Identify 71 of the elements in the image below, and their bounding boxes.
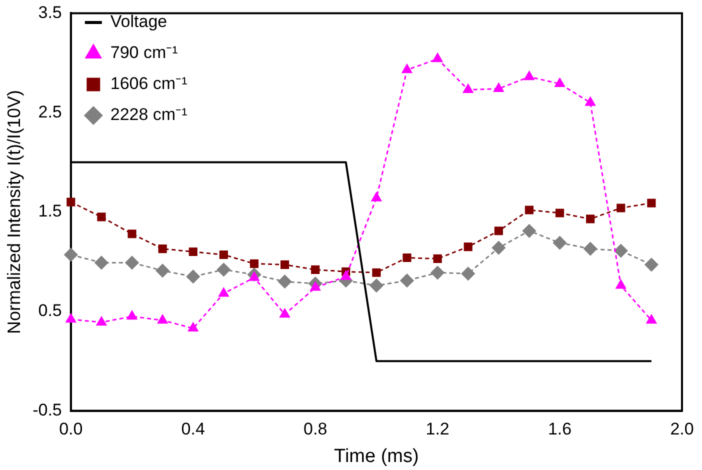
point bbox=[492, 241, 506, 255]
y-tick-label: -0.5 bbox=[32, 400, 62, 420]
point bbox=[554, 78, 565, 88]
point bbox=[647, 198, 656, 208]
point bbox=[64, 248, 78, 262]
point bbox=[280, 308, 290, 318]
point bbox=[402, 64, 412, 74]
point bbox=[311, 265, 320, 274]
x-axis-title: Time (ms) bbox=[334, 446, 419, 467]
point bbox=[586, 214, 595, 224]
point bbox=[128, 230, 136, 238]
legend-label: Voltage bbox=[110, 12, 168, 32]
point bbox=[66, 314, 76, 323]
point bbox=[464, 242, 472, 252]
point bbox=[553, 236, 567, 250]
point bbox=[494, 226, 503, 236]
point bbox=[186, 270, 200, 284]
legend-label: 2228 cm⁻¹ bbox=[110, 105, 188, 124]
point bbox=[158, 244, 167, 254]
y-tick-label: 1.5 bbox=[38, 202, 62, 221]
x-tick-label: 0.8 bbox=[304, 420, 328, 439]
point bbox=[188, 247, 198, 256]
point bbox=[219, 250, 228, 260]
point bbox=[616, 204, 626, 212]
point bbox=[584, 242, 598, 256]
point bbox=[96, 316, 107, 326]
point bbox=[430, 266, 444, 280]
x-tick-label: 0.0 bbox=[59, 420, 83, 439]
point bbox=[156, 264, 170, 278]
point bbox=[463, 84, 474, 93]
y-tick-label: 3.5 bbox=[38, 2, 62, 22]
point bbox=[400, 274, 414, 288]
point bbox=[614, 244, 628, 258]
y-tick-label: 2.5 bbox=[38, 102, 62, 122]
point bbox=[94, 256, 108, 270]
point bbox=[646, 314, 657, 324]
x-tick-label: 0.4 bbox=[181, 420, 205, 439]
point bbox=[522, 224, 536, 238]
x-tick-label: 1.2 bbox=[426, 420, 450, 439]
legend-label: 1606 cm⁻¹ bbox=[110, 74, 188, 94]
point bbox=[280, 260, 290, 269]
legend-label: 790 cm⁻¹ bbox=[110, 43, 178, 62]
point bbox=[616, 280, 626, 289]
point bbox=[371, 192, 382, 202]
point bbox=[524, 206, 534, 214]
point bbox=[524, 71, 534, 80]
point bbox=[278, 274, 292, 288]
point bbox=[188, 322, 198, 332]
point bbox=[157, 314, 168, 324]
point bbox=[433, 254, 442, 264]
point bbox=[432, 53, 443, 62]
point bbox=[97, 212, 106, 222]
x-tick-label: 1.6 bbox=[548, 420, 572, 439]
point bbox=[66, 198, 76, 206]
point bbox=[372, 268, 381, 277]
point bbox=[494, 82, 504, 92]
point bbox=[126, 310, 138, 320]
point bbox=[216, 262, 230, 276]
point bbox=[125, 256, 139, 270]
point bbox=[402, 253, 412, 262]
x-tick-label: 2.0 bbox=[670, 420, 694, 439]
point bbox=[644, 258, 658, 272]
point bbox=[555, 208, 564, 218]
point bbox=[370, 278, 384, 292]
y-tick-label: 0.5 bbox=[38, 301, 62, 320]
y-axis-title: Normalized Intensity I(t)/I(10V) bbox=[4, 90, 24, 334]
point bbox=[250, 259, 259, 268]
point bbox=[218, 288, 229, 297]
point bbox=[585, 96, 596, 106]
point bbox=[461, 266, 475, 280]
point bbox=[340, 270, 351, 280]
